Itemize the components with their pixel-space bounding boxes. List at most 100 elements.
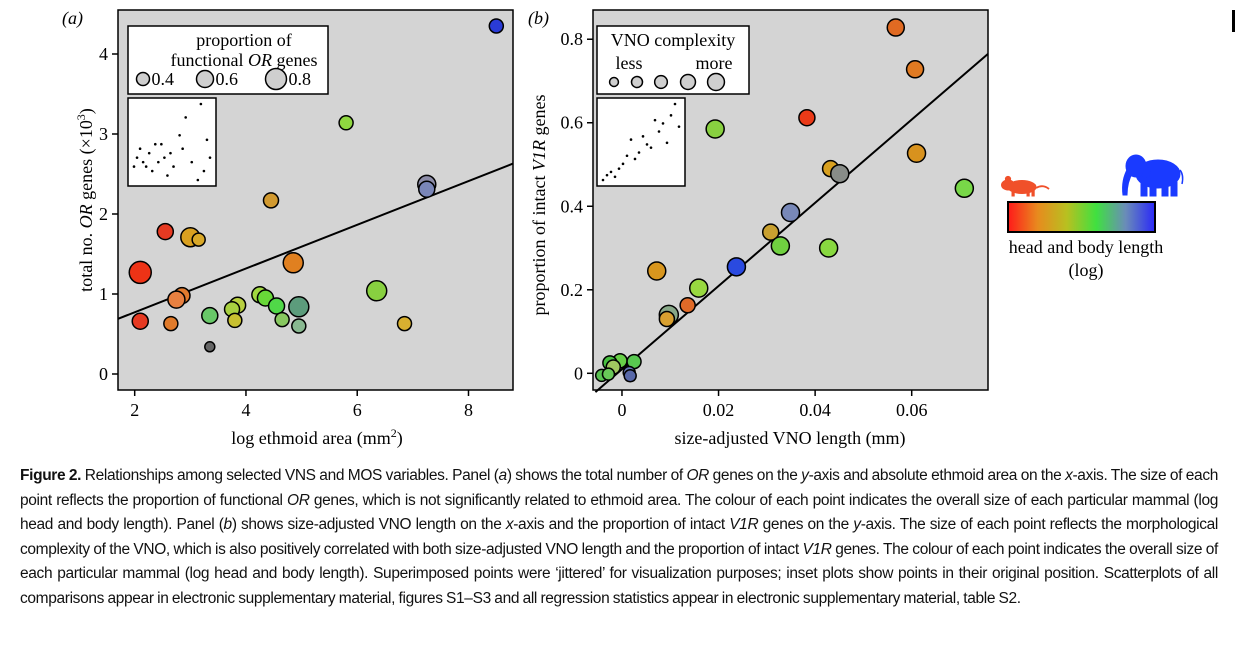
scatter-point xyxy=(128,260,153,285)
y-tick-label: 4 xyxy=(99,44,108,64)
inset-point xyxy=(184,116,187,119)
legend-size-label: 0.8 xyxy=(289,69,312,89)
y-tick-label: 0 xyxy=(99,364,108,384)
caption-body: Relationships among selected VNS and MOS… xyxy=(20,467,1219,607)
scatter-point xyxy=(689,278,709,298)
scatter-point xyxy=(282,252,304,274)
x-tick-label: 2 xyxy=(130,400,139,420)
panel-b-inset-points xyxy=(601,102,681,182)
y-tick-label: 0.6 xyxy=(561,113,584,133)
inset-point xyxy=(641,135,645,138)
scatter-point xyxy=(204,341,216,353)
panel-a-chart: (a) 2 4 6 8 0 1 2 3 4 proportion of functional O… xyxy=(62,8,514,449)
legend-size-marker xyxy=(135,71,151,87)
panel-a-axes: 2 4 6 8 0 1 2 3 4 xyxy=(99,44,473,420)
panel-b-legend-entries xyxy=(608,72,726,92)
legend-size-label: 0.4 xyxy=(152,69,175,89)
figure-2: (a) 2 4 6 8 0 1 2 3 4 proportion of functional O… xyxy=(62,8,1184,449)
scatter-point xyxy=(163,315,179,332)
colorbar-label-line1: head and body length xyxy=(1009,237,1163,257)
scatter-point xyxy=(705,119,725,139)
inset-point xyxy=(150,169,154,173)
scatter-point xyxy=(227,312,243,329)
scatter-point xyxy=(905,60,925,79)
panel-b-legend-less: less xyxy=(616,53,643,73)
x-tick-label: 8 xyxy=(464,400,473,420)
panel-a-y-label: total no. OR genes (×103) xyxy=(74,108,97,292)
panel-b-chart: (b) 0 0.02 0.04 0.06 0 0.2 0.4 0.6 0.8 VNO compl… xyxy=(528,8,989,449)
scatter-point xyxy=(156,222,175,241)
inset-point xyxy=(208,156,212,159)
x-tick-label: 4 xyxy=(241,400,250,420)
inset-point xyxy=(141,160,145,164)
legend-size-marker xyxy=(264,67,288,91)
scatter-point xyxy=(770,236,791,256)
scatter-point xyxy=(726,257,747,277)
y-tick-label: 0.8 xyxy=(561,29,584,49)
scatter-point xyxy=(131,312,150,330)
inset-point xyxy=(633,157,637,161)
inset-point xyxy=(190,160,194,164)
inset-point xyxy=(157,160,160,164)
rodent-icon xyxy=(1001,175,1050,197)
scatter-point xyxy=(267,297,286,315)
inset-point xyxy=(673,102,677,106)
y-tick-label: 2 xyxy=(99,204,108,224)
panel-b-points xyxy=(594,18,975,383)
panel-b-legend: VNO complexity less more xyxy=(596,25,750,95)
x-tick-label: 6 xyxy=(353,400,362,420)
legend-size-marker xyxy=(706,72,726,92)
inset-point xyxy=(135,156,139,159)
legend-size-marker xyxy=(195,69,215,89)
scatter-point xyxy=(830,163,850,184)
panel-b-inset xyxy=(596,97,686,187)
panel-a-points xyxy=(128,18,505,353)
scatter-point xyxy=(906,143,927,163)
scatter-point xyxy=(886,18,906,37)
colorbar-label-line2: (log) xyxy=(1069,260,1104,281)
panel-a-legend-title-line2: functional OR genes xyxy=(171,50,318,70)
y-tick-label: 0.2 xyxy=(561,280,584,300)
legend-size-marker xyxy=(630,75,644,89)
caption-label: Figure 2. xyxy=(20,467,82,484)
scatter-point xyxy=(418,180,436,198)
scatter-point xyxy=(262,192,280,209)
inset-point xyxy=(657,130,661,133)
panel-a-legend-title-line1: proportion of xyxy=(196,30,291,50)
inset-point xyxy=(669,114,673,117)
scatter-point xyxy=(365,280,388,302)
inset-point xyxy=(637,151,641,154)
inset-point xyxy=(169,151,172,155)
scatter-point xyxy=(338,115,354,131)
elephant-icon xyxy=(1122,154,1184,197)
page-edge-mark xyxy=(1232,10,1235,32)
inset-point xyxy=(665,141,669,145)
panel-b-regression-line xyxy=(594,53,989,393)
scatter-point xyxy=(761,223,780,241)
scatter-point xyxy=(488,18,505,34)
scatter-point xyxy=(679,296,696,314)
scatter-point xyxy=(818,238,839,258)
x-tick-label: 0.04 xyxy=(799,400,831,420)
y-tick-label: 0.4 xyxy=(561,196,584,216)
scatter-point xyxy=(954,178,975,199)
scatter-point xyxy=(396,315,413,332)
inset-point xyxy=(621,162,625,166)
panel-b-axes: 0 0.02 0.04 0.06 0 0.2 0.4 0.6 0.8 xyxy=(561,29,928,420)
inset-point xyxy=(132,165,136,168)
y-tick-label: 0 xyxy=(574,363,583,383)
x-tick-label: 0.06 xyxy=(896,400,928,420)
inset-point xyxy=(629,138,633,141)
scatter-point xyxy=(288,296,310,318)
inset-point xyxy=(153,142,157,146)
inset-point xyxy=(205,138,209,142)
inset-point xyxy=(613,175,617,179)
colorbar: head and body length (log) xyxy=(1001,154,1184,281)
inset-point xyxy=(160,142,163,146)
inset-point xyxy=(625,154,629,158)
scatter-point xyxy=(601,367,616,381)
inset-point xyxy=(649,146,653,149)
legend-size-marker xyxy=(653,74,669,90)
panel-b-x-label: size-adjusted VNO length (mm) xyxy=(674,428,905,449)
scatter-point xyxy=(274,311,290,328)
